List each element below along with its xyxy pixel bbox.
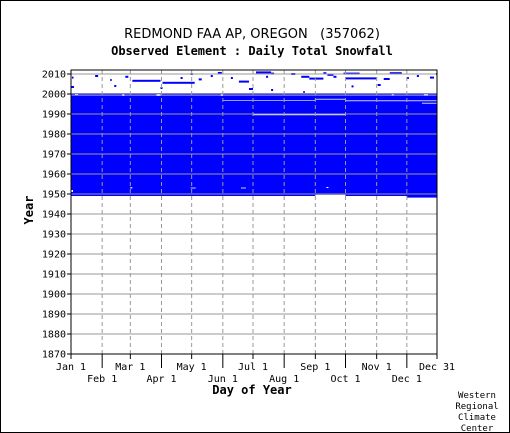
- observation-mark: [351, 85, 354, 88]
- x-tick-label: Dec 31: [419, 362, 455, 373]
- y-tick-label: 1880: [42, 330, 66, 341]
- observation-mark: [333, 75, 337, 78]
- credit-block: Western Regional Climate Center: [455, 391, 498, 433]
- y-tick-label: 1970: [42, 150, 66, 161]
- y-tick-label: 1890: [42, 310, 66, 321]
- grid-lines: [71, 70, 437, 355]
- gap-bottom: [315, 194, 346, 196]
- y-tick-label: 1960: [42, 170, 66, 181]
- observation-mark: [377, 84, 381, 86]
- x-axis-ticks: Jan 1 Mar 1 May 1 Jul 1 Sep 1 Nov 1 Dec 31 Feb …: [56, 354, 455, 385]
- y-tick-label: 1920: [42, 250, 66, 261]
- y-tick-label: 2010: [42, 70, 66, 81]
- observation-mark: [110, 79, 112, 81]
- chart-title: REDMOND FAA AP, OREGON (357062): [124, 27, 380, 42]
- chart-subtitle: Observed Element : Daily Total Snowfall: [111, 44, 393, 58]
- observation-mark: [256, 71, 272, 74]
- observation-mark: [323, 72, 327, 75]
- data-gap: [423, 94, 428, 96]
- data-gap: [421, 102, 437, 104]
- observation-mark: [238, 80, 249, 83]
- credit-line: Western: [458, 391, 496, 401]
- x-tick-label: Jul 1: [238, 362, 268, 373]
- observation-mark: [327, 73, 334, 76]
- y-tick-label: 1950: [42, 190, 66, 201]
- x-tick-label: Sep 1: [300, 362, 330, 373]
- y-tick-label: 1910: [42, 270, 66, 281]
- credit-line: Center: [461, 424, 494, 433]
- y-tick-label: 1900: [42, 290, 66, 301]
- gap-bottom: [71, 196, 316, 198]
- observation-mark: [71, 86, 75, 88]
- observation-mark: [95, 75, 99, 77]
- data-gap: [130, 187, 133, 189]
- y-tick-label: 1980: [42, 130, 66, 141]
- observation-mark: [198, 78, 202, 81]
- plot-area-border: [70, 69, 438, 355]
- observation-mark: [217, 72, 222, 74]
- observation-mark: [301, 75, 310, 78]
- credit-line: Regional: [455, 402, 498, 412]
- observation-mark: [125, 75, 129, 78]
- coverage-strip: [406, 196, 437, 198]
- y-tick-label: 1930: [42, 230, 66, 241]
- observation-mark: [416, 75, 419, 77]
- observation-mark: [162, 81, 195, 84]
- observation-mark: [230, 77, 233, 79]
- coverage-block-main: [71, 96, 437, 196]
- credit-line: Climate: [458, 413, 496, 423]
- x-tick-label: Apr 1: [146, 374, 176, 385]
- observation-mark: [303, 91, 305, 93]
- observation-mark: [114, 85, 117, 87]
- x-tick-label: Feb 1: [87, 374, 117, 385]
- y-tick-label: 2000: [42, 90, 66, 101]
- data-gap: [220, 94, 223, 96]
- observation-mark: [309, 77, 324, 80]
- x-tick-label: Dec 1: [392, 374, 422, 385]
- data-gap: [71, 190, 74, 192]
- x-tick-label: Nov 1: [362, 362, 392, 373]
- data-gap: [345, 100, 437, 102]
- x-tick-label: Jun 1: [208, 374, 238, 385]
- observation-mark: [72, 76, 74, 79]
- observation-mark: [248, 88, 253, 90]
- y-axis-ticks: 2010 2000 1990 1980 1970 1960 1950 1940 1930 1920…: [42, 70, 71, 361]
- coverage-strip: [71, 93, 437, 97]
- x-tick-label: Mar 1: [115, 362, 145, 373]
- y-tick-label: 1990: [42, 110, 66, 121]
- x-tick-label: Aug 1: [269, 374, 299, 385]
- observation-mark: [406, 77, 409, 79]
- observation-mark: [132, 79, 161, 82]
- x-axis-label: Day of Year: [212, 383, 291, 397]
- y-axis-label: Year: [22, 196, 36, 225]
- observation-mark: [271, 89, 274, 91]
- data-gap: [222, 100, 316, 101]
- x-tick-label: Oct 1: [330, 374, 360, 385]
- observation-mark: [429, 76, 434, 79]
- y-tick-label: 1940: [42, 210, 66, 221]
- y-tick-label: 1870: [42, 350, 66, 361]
- observation-mark: [383, 78, 390, 80]
- data-gap: [315, 98, 346, 100]
- data-gap: [252, 114, 346, 116]
- data-gap: [326, 187, 329, 188]
- x-tick-label: Jan 1: [56, 362, 86, 373]
- x-tick-label: May 1: [177, 362, 207, 373]
- observation-mark: [210, 75, 213, 77]
- observation-mark: [345, 77, 377, 80]
- data-gap: [240, 187, 246, 189]
- observation-mark: [266, 75, 269, 78]
- observation-mark: [180, 77, 183, 79]
- data-gap: [190, 187, 196, 189]
- observation-mark: [389, 72, 402, 75]
